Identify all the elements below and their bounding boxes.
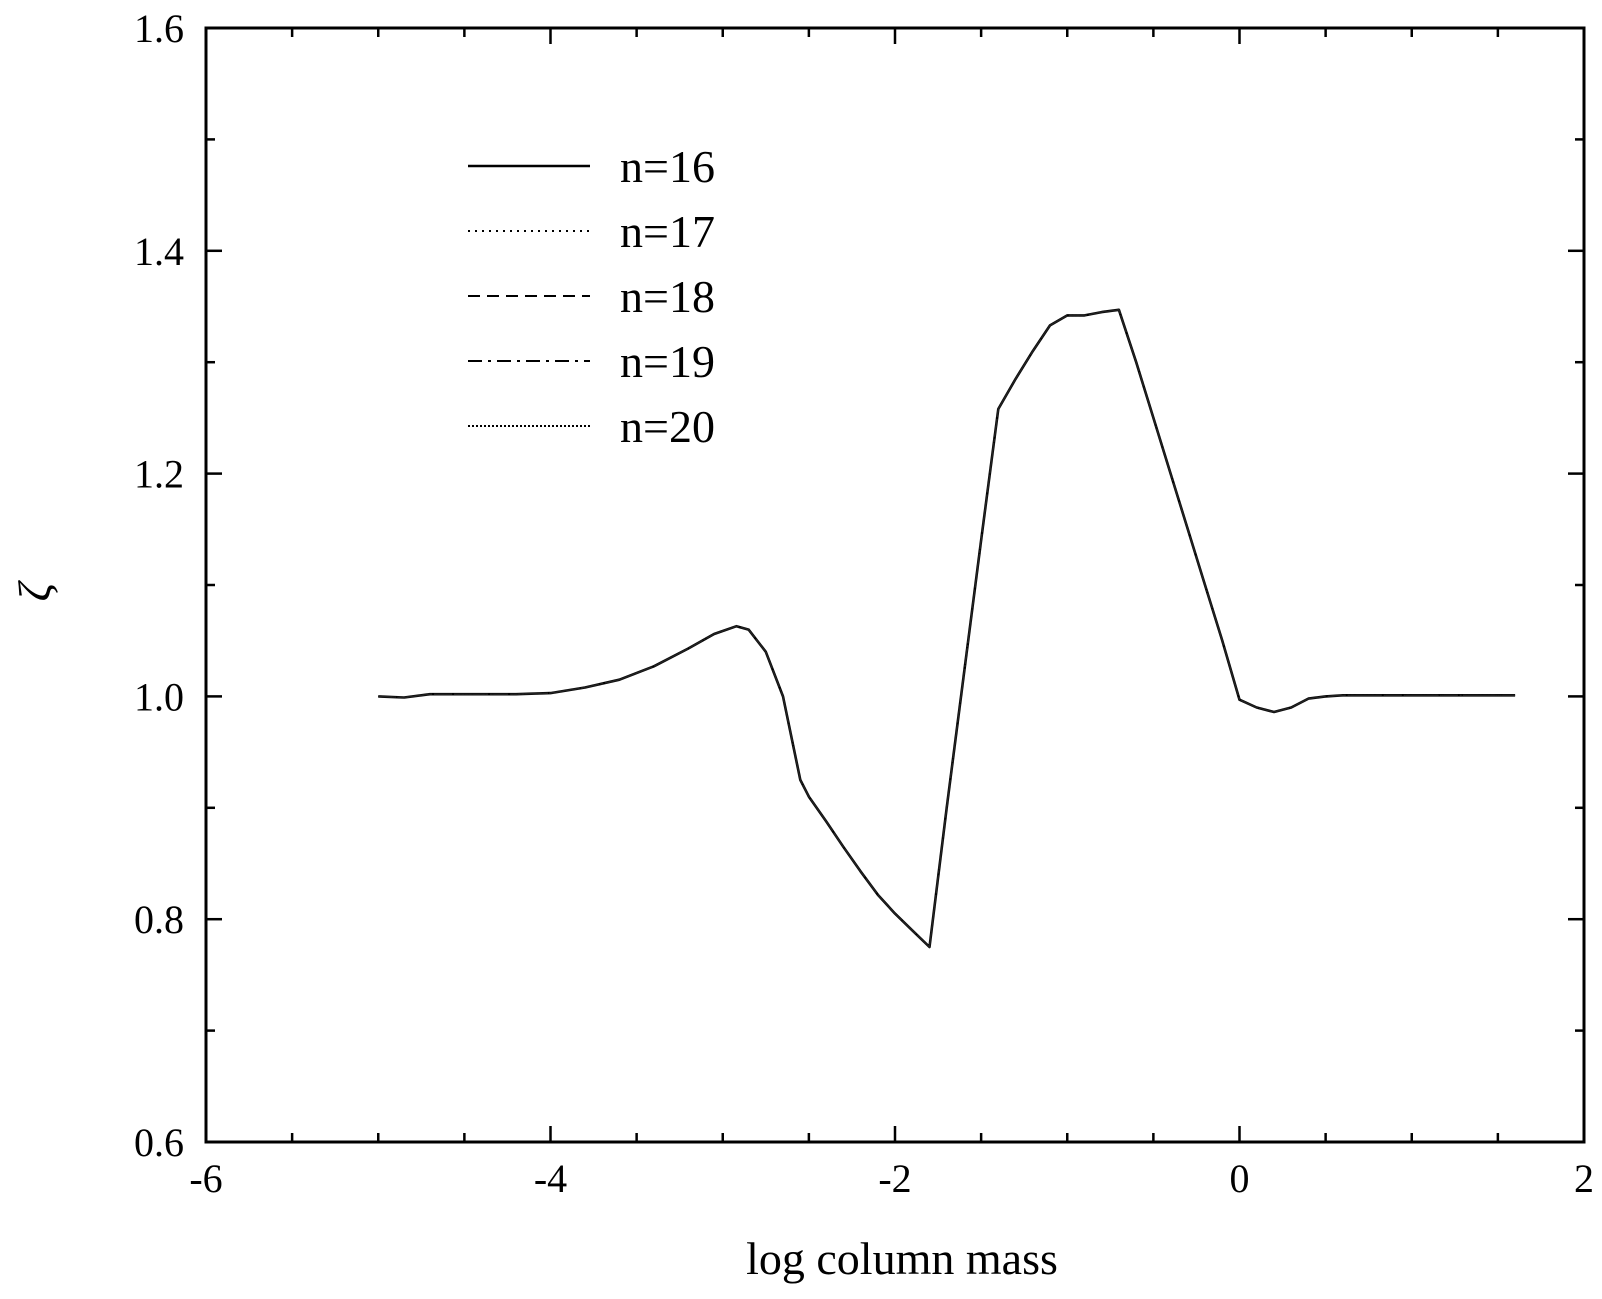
- axis-ticks: [204, 26, 1586, 1144]
- tick-labels: -6 -4 -2 0 2 0.6 0.8 1.0 1.2 1.4 1.6: [134, 6, 1594, 1201]
- y-tick-label: 1.2: [134, 452, 184, 497]
- x-axis-title: log column mass: [746, 1233, 1058, 1284]
- series-line-n=18: [378, 309, 1516, 948]
- legend-label: n=18: [620, 271, 715, 322]
- legend-label: n=17: [620, 206, 715, 257]
- y-tick-label: 1.0: [134, 674, 184, 719]
- series-line-n=19: [378, 309, 1516, 948]
- legend-label: n=16: [620, 141, 715, 192]
- y-tick-label: 0.6: [134, 1120, 184, 1165]
- x-tick-label: 2: [1574, 1156, 1594, 1201]
- y-axis-title: ζ: [9, 579, 60, 601]
- x-tick-label: 0: [1230, 1156, 1250, 1201]
- y-tick-label: 1.6: [134, 6, 184, 51]
- series-line-n=20: [378, 309, 1516, 948]
- x-tick-label: -2: [878, 1156, 911, 1201]
- plot-lines: [378, 308, 1516, 949]
- y-tick-label: 0.8: [134, 897, 184, 942]
- series-line-n=17: [378, 309, 1516, 948]
- plot-frame: [204, 26, 1586, 1144]
- x-tick-label: -6: [189, 1156, 222, 1201]
- x-tick-label: -4: [534, 1156, 567, 1201]
- series-line-n=16: [378, 308, 1516, 949]
- legend: n=16 n=17 n=18 n=19 n=20: [468, 141, 715, 452]
- legend-label: n=19: [620, 336, 715, 387]
- legend-label: n=20: [620, 401, 715, 452]
- y-tick-label: 1.4: [134, 229, 184, 274]
